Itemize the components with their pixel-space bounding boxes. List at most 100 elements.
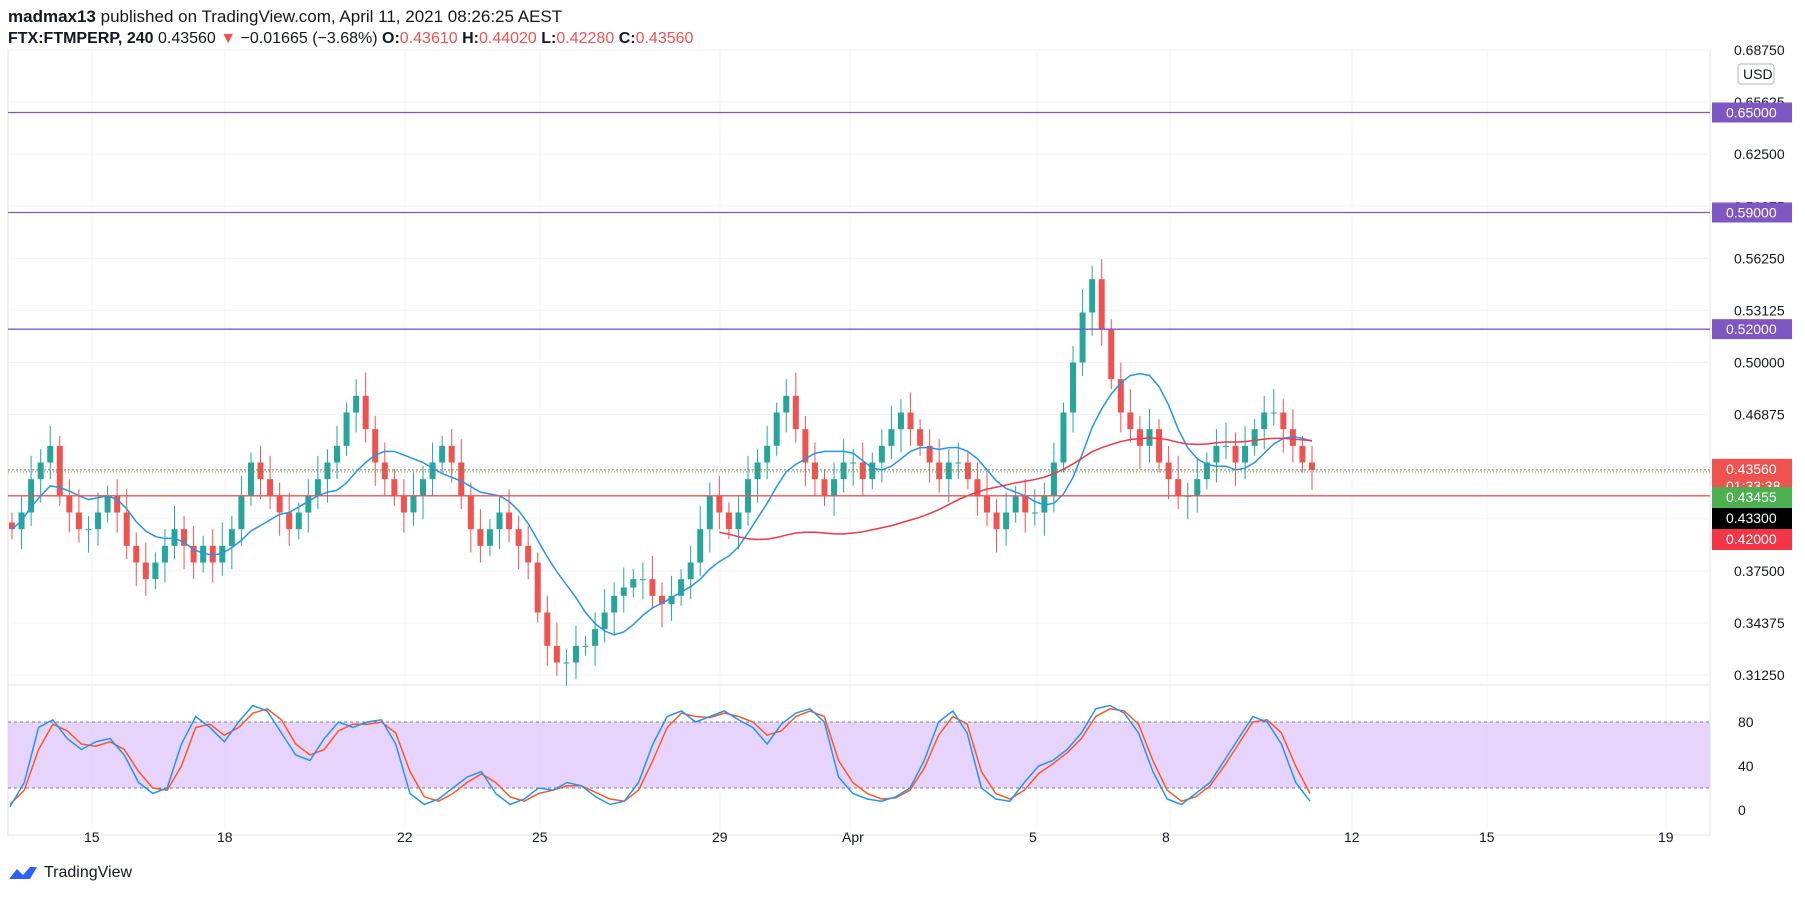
price-tick: 0.50000: [1734, 355, 1785, 371]
candle-body: [888, 429, 895, 446]
candle-body: [687, 562, 694, 580]
candle-body: [171, 529, 178, 546]
candle-body: [840, 462, 847, 480]
currency-label: USD: [1743, 66, 1773, 82]
price-tag: [1712, 529, 1792, 550]
level-tag: [1712, 319, 1792, 340]
candle-body: [1251, 429, 1258, 446]
candle-body: [276, 495, 283, 513]
open-label: O:: [382, 30, 400, 47]
price-tag: [1712, 487, 1792, 508]
high-value: 0.44020: [478, 30, 537, 47]
open-value: 0.43610: [399, 30, 458, 47]
candle-body: [400, 495, 407, 513]
candle-body: [181, 529, 188, 546]
candle-body: [897, 412, 904, 430]
price-change: −0.01665 (−3.68%): [240, 30, 378, 47]
candle-body: [878, 445, 885, 463]
candle-body: [926, 445, 933, 463]
candle-body: [305, 495, 312, 513]
symbol-label: FTX:FTMPERP, 240: [8, 30, 154, 47]
candle-body: [668, 595, 675, 605]
candle-body: [47, 445, 54, 463]
candle-body: [467, 495, 474, 530]
time-tick: 19: [1658, 829, 1674, 845]
main-pane: [7, 49, 1711, 696]
candle-body: [1309, 462, 1315, 470]
candle-body: [1299, 445, 1306, 463]
candle-body: [754, 462, 761, 480]
candle-body: [1270, 412, 1277, 414]
candle-body: [343, 412, 350, 446]
candle-body: [496, 512, 503, 530]
candle-body: [1156, 429, 1163, 463]
level-tag-label: 0.52000: [1726, 321, 1777, 337]
candle-body: [209, 545, 216, 563]
stoch-k-line: [9, 704, 1311, 808]
time-tick: 25: [532, 829, 548, 845]
brand-footer[interactable]: TradingView: [8, 864, 132, 882]
candle-body: [190, 545, 197, 563]
candle-body: [486, 529, 493, 546]
candle-body: [410, 495, 417, 513]
candle-body: [1203, 462, 1210, 480]
candle-body: [267, 479, 274, 496]
publish-info: madmax13 published on TradingView.com, A…: [8, 6, 562, 28]
candle-body: [353, 395, 360, 413]
candle-body: [773, 412, 780, 446]
close-label: C:: [618, 30, 636, 47]
candle-body: [850, 462, 857, 464]
candle-body: [238, 495, 245, 530]
candle-body: [735, 512, 742, 530]
candle-body: [515, 529, 522, 546]
candle-body: [314, 479, 321, 496]
candle-body: [439, 445, 446, 463]
candle-body: [228, 529, 235, 546]
candle-body: [936, 462, 943, 480]
candle-body: [1060, 412, 1067, 463]
author-name[interactable]: madmax13: [8, 7, 96, 26]
time-tick: 12: [1344, 829, 1360, 845]
candle-body: [639, 579, 646, 581]
price-tag-label: 0.43300: [1726, 510, 1777, 526]
time-tick: 15: [84, 829, 100, 845]
candle-body: [123, 512, 130, 546]
time-tick: 5: [1029, 829, 1037, 845]
price-tag-label: 0.43455: [1726, 489, 1777, 505]
candle-body: [601, 612, 608, 630]
candle-body: [477, 529, 484, 546]
candle-body: [295, 512, 302, 530]
time-tick: 15: [1479, 829, 1495, 845]
candle-body: [1070, 362, 1077, 413]
candle-body: [993, 512, 1000, 530]
candle-body: [142, 562, 149, 580]
candle-body: [534, 562, 541, 613]
candle-body: [1089, 279, 1096, 313]
price-tick: 0.62500: [1734, 146, 1785, 162]
candle-body: [1222, 445, 1229, 447]
candle-body: [257, 462, 264, 480]
candle-body: [1194, 479, 1201, 496]
time-tick: Apr: [842, 829, 864, 845]
ma-blue-line: [11, 372, 1313, 636]
candle-body: [448, 445, 455, 463]
price-tick: 0.68750: [1734, 42, 1785, 58]
candle-body: [630, 579, 637, 588]
price-tick: 0.53125: [1734, 302, 1785, 318]
candle-body: [286, 512, 293, 530]
candle-body: [372, 429, 379, 463]
price-tag-label: 0.42000: [1726, 531, 1777, 547]
candle-body: [544, 612, 551, 646]
price-tick: 0.46875: [1734, 407, 1785, 423]
candle-body: [917, 429, 924, 446]
candle-body: [553, 645, 560, 663]
candle-body: [1041, 495, 1048, 513]
stoch-tick: 0: [1738, 802, 1746, 818]
price-tag: [1712, 508, 1792, 529]
candle-body: [1098, 279, 1105, 330]
candle-body: [1031, 512, 1038, 514]
currency-badge: [1737, 63, 1775, 85]
candle-body: [907, 412, 914, 430]
time-tick: 29: [712, 829, 728, 845]
